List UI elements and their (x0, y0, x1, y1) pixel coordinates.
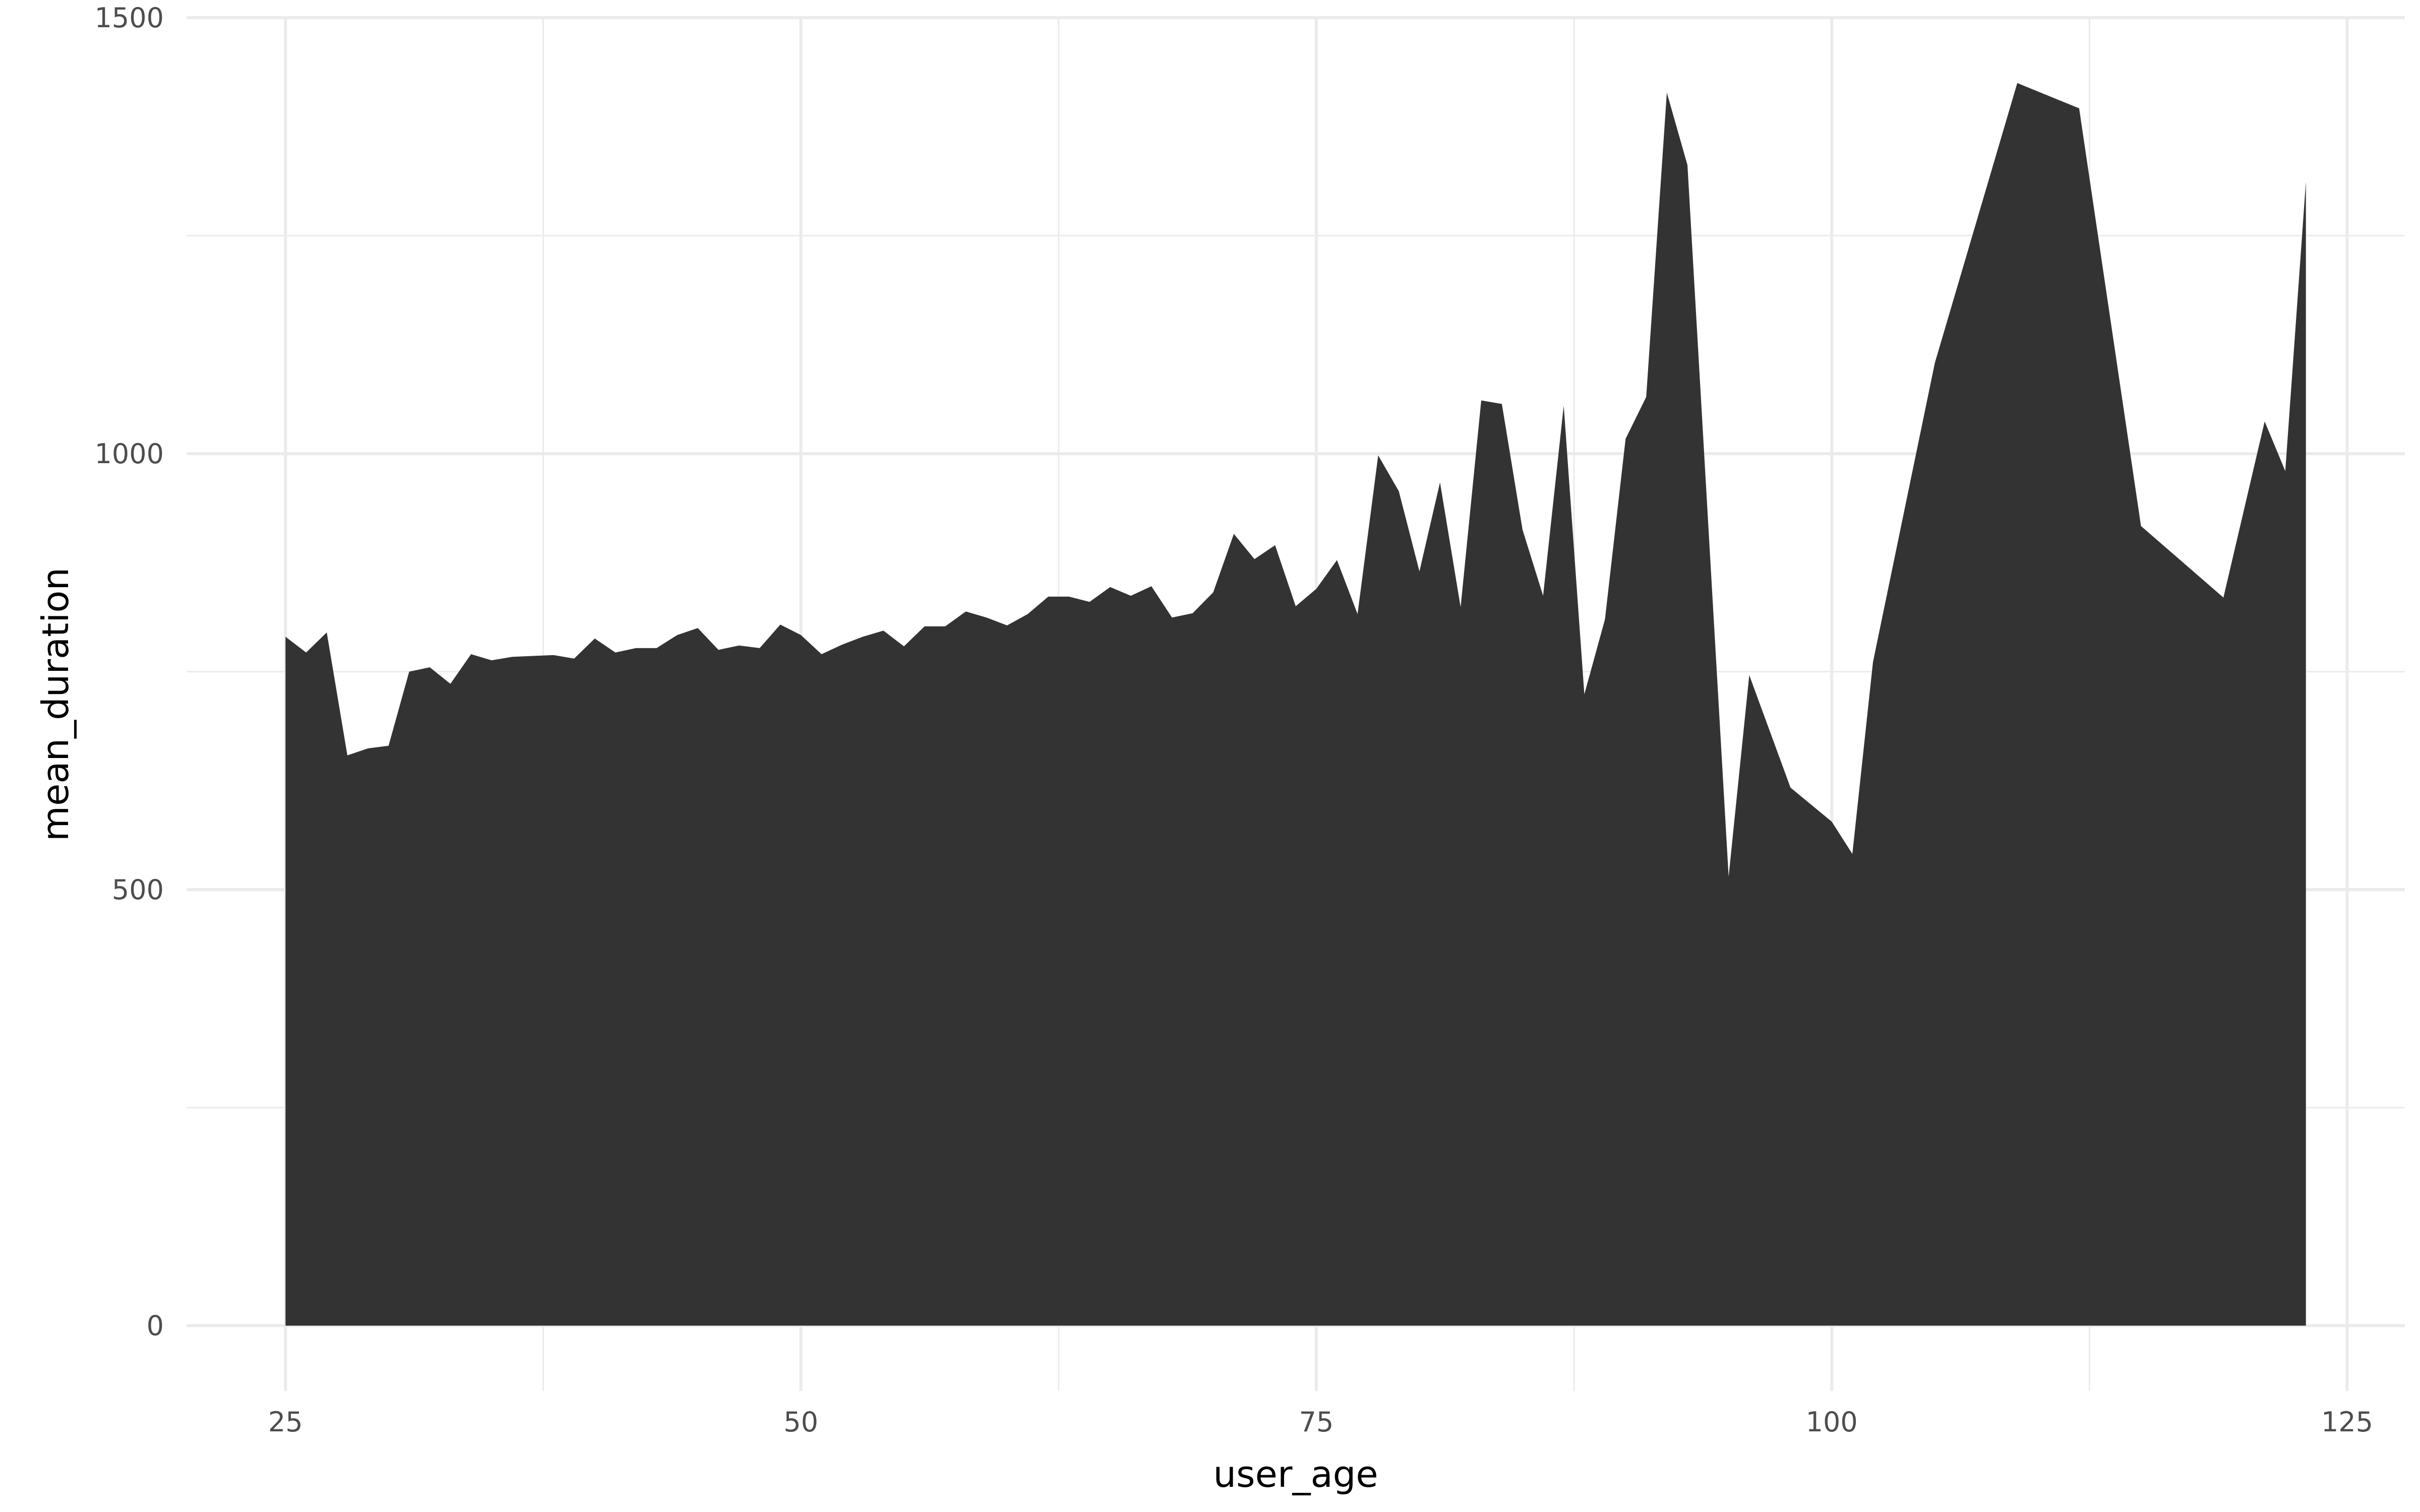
area-series-0 (285, 83, 2306, 1326)
area-layer (285, 83, 2306, 1326)
x-tick-label: 75 (1299, 1406, 1334, 1438)
y-tick-label: 1500 (95, 2, 164, 34)
x-tick-label: 50 (783, 1406, 818, 1438)
y-tick-label: 0 (147, 1310, 164, 1342)
y-axis-title: mean_duration (34, 568, 77, 841)
x-axis-tick-labels: 25 50 75 100 125 (268, 1406, 2373, 1438)
x-tick-label: 100 (1806, 1406, 1858, 1438)
y-tick-label: 500 (112, 874, 164, 906)
y-axis-tick-labels: 0 500 1000 1500 (95, 2, 164, 1342)
x-tick-label: 25 (268, 1406, 303, 1438)
x-tick-label: 125 (2321, 1406, 2373, 1438)
x-axis-title: user_age (1213, 1453, 1378, 1495)
y-tick-label: 1000 (95, 438, 164, 470)
